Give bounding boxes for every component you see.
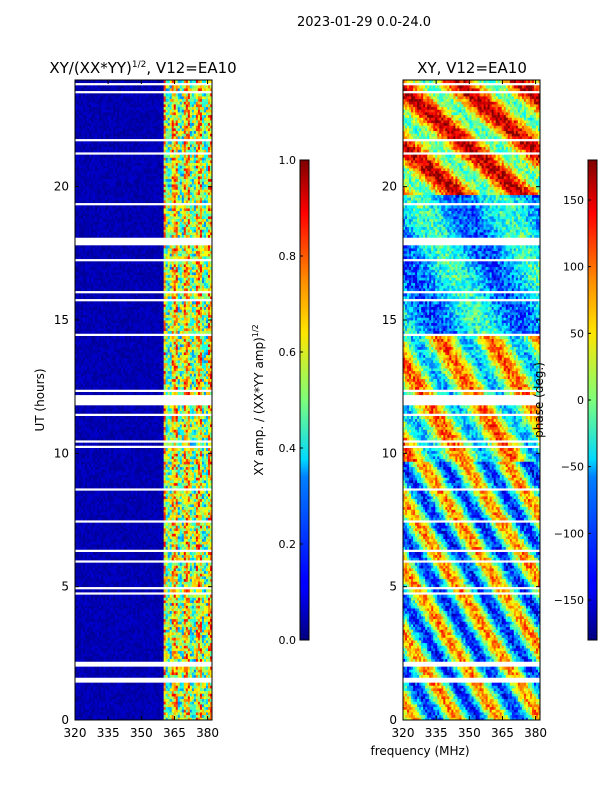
figure-title: 2023-01-29 0.0-24.0 <box>297 15 431 30</box>
amp-panel-title: XY/(XX*YY)1/2, V12=EA10 <box>49 59 236 77</box>
amp-heatmap <box>75 80 212 720</box>
figure-canvas: 2023-01-29 0.0-24.0 XY/(XX*YY)1/2, V12=E… <box>0 0 600 800</box>
amp-panel: XY/(XX*YY)1/2, V12=EA10 320 335 350 365 380 … <box>33 59 237 740</box>
